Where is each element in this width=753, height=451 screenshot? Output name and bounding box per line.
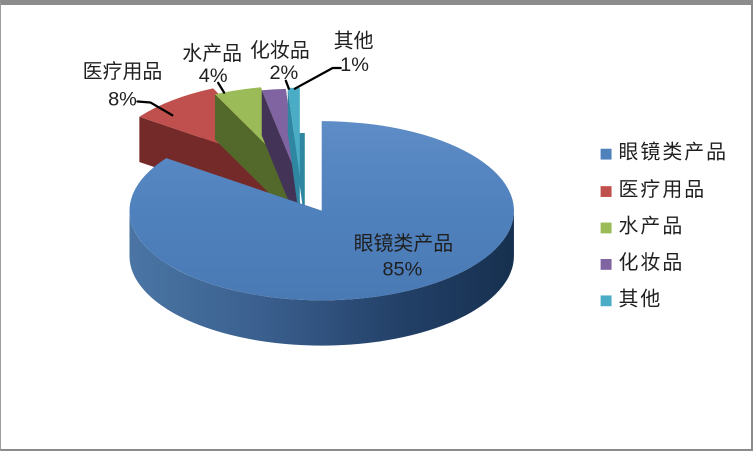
legend-item-other: 其他 [600, 288, 663, 310]
legend-label-medical: 医疗用品 [619, 179, 707, 201]
legend-label-aquatic: 水产品 [619, 216, 685, 238]
legend-swatch-other [600, 295, 612, 307]
legend-item-aquatic: 水产品 [600, 216, 685, 238]
callout-line-aquatic [217, 81, 226, 94]
pie-slice-face [287, 87, 300, 178]
label-other-pct: 1% [340, 54, 369, 76]
legend-swatch-aquatic [600, 222, 612, 234]
legend-item-eyewear: 眼镜类产品 [600, 142, 729, 164]
pie-slice-face [129, 121, 514, 301]
callout-lines [136, 66, 342, 117]
pie-slice-face [287, 87, 300, 223]
legend-swatch-cosmetics [600, 258, 612, 270]
legend-item-medical: 医疗用品 [600, 179, 707, 201]
legend: 眼镜类产品 医疗用品 水产品 化妆品 其他 [600, 142, 729, 310]
data-labels: 医疗用品 8% 水产品 4% 化妆品 2% 其他 1% 眼镜类产品 85% [83, 30, 453, 280]
label-medical-pct: 8% [108, 89, 137, 111]
legend-label-other: 其他 [619, 288, 663, 310]
label-cosmetics-pct: 2% [269, 62, 298, 84]
label-aquatic-pct: 4% [199, 65, 228, 87]
callout-line-medical [136, 100, 174, 117]
label-cosmetics-name: 化妆品 [250, 40, 310, 62]
callout-line-cosmetics [284, 79, 290, 90]
pie-3d [129, 87, 514, 346]
label-aquatic-name: 水产品 [182, 43, 242, 65]
callout-line-other [293, 66, 342, 90]
legend-item-cosmetics: 化妆品 [600, 252, 685, 274]
label-other-name: 其他 [334, 30, 374, 52]
pie-slice-face [261, 88, 298, 179]
pie-slice-face [261, 90, 298, 224]
legend-swatch-eyewear [600, 148, 612, 160]
legend-label-eyewear: 眼镜类产品 [619, 142, 729, 164]
pie-slice-face [129, 210, 514, 346]
pie-slice-face [214, 94, 297, 221]
label-medical-name: 医疗用品 [83, 61, 163, 83]
label-eyewear-pct: 85% [382, 259, 422, 281]
legend-swatch-medical [600, 186, 612, 197]
pie-chart-canvas: 医疗用品 8% 水产品 4% 化妆品 2% 其他 1% 眼镜类产品 85% 眼镜… [83, 30, 729, 346]
legend-label-cosmetics: 化妆品 [619, 252, 685, 274]
label-eyewear-name: 眼镜类产品 [354, 233, 454, 255]
